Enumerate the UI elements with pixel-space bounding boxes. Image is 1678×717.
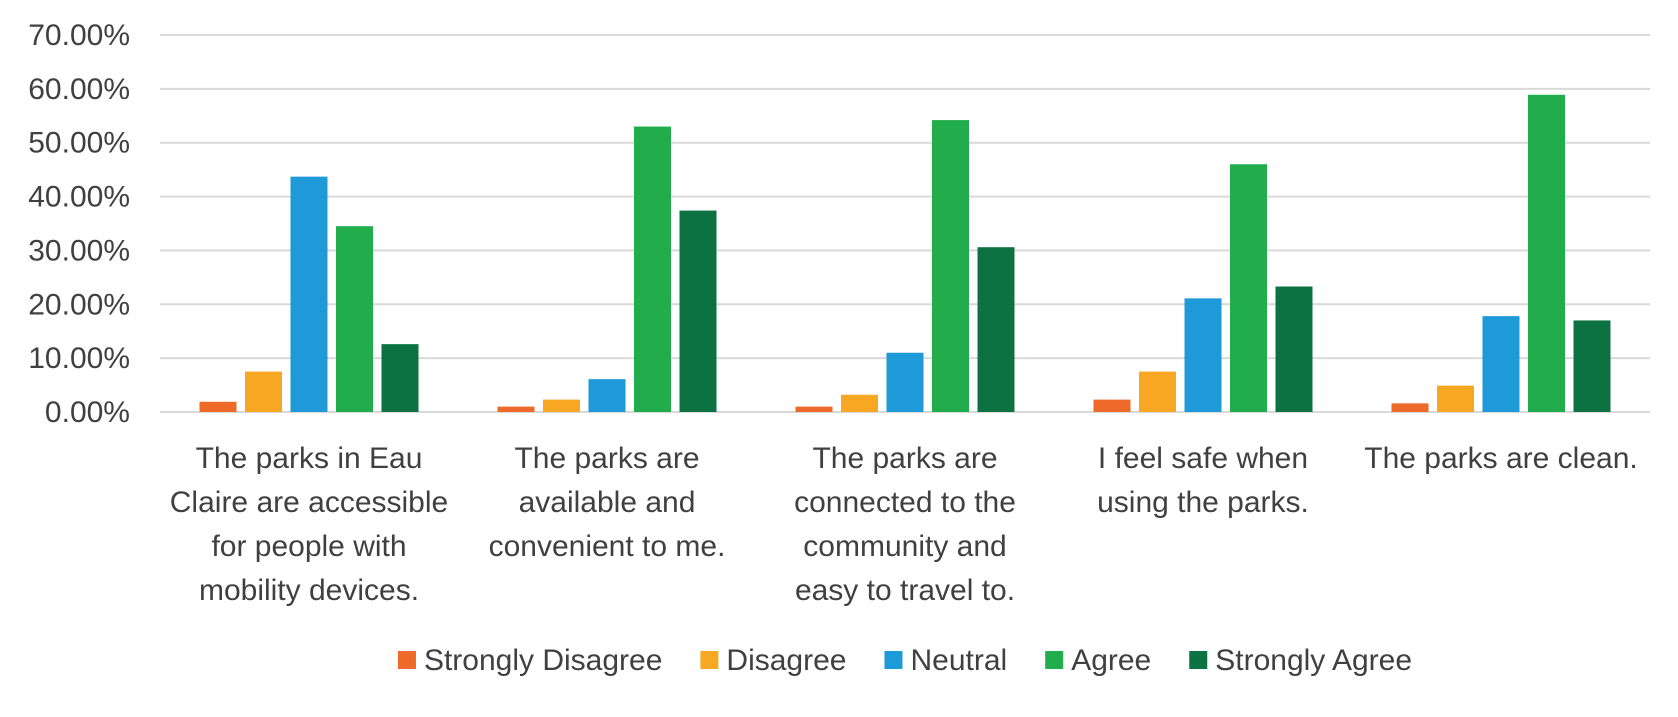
bar-agree [336,226,373,412]
y-tick-label: 40.00% [28,181,130,214]
bar-agree [634,126,671,413]
bar-strongly-agree [381,344,419,412]
bar-strongly-agree [977,247,1015,412]
bar-disagree [1139,371,1176,412]
legend-item: Agree [1045,644,1151,677]
category-label-line: easy to travel to. [795,574,1015,607]
bar-neutral [1184,298,1222,412]
bar-strongly-disagree [1391,403,1429,412]
bar-strongly-disagree [1093,399,1131,412]
bar-strongly-agree [679,210,717,412]
category-label-line: available and [519,486,696,519]
bar-agree [1230,164,1267,412]
bar-strongly-agree [1275,286,1313,412]
legend: Strongly Disagree Disagree Neutral Agree Str… [397,644,1412,677]
y-tick-label: 60.00% [28,73,130,106]
y-tick-label: 30.00% [28,234,130,267]
y-tick-label: 0.00% [45,396,130,429]
bar-strongly-disagree [199,401,237,412]
legend-label: Agree [1071,644,1151,677]
legend-item: Neutral [884,644,1007,677]
category-labels: The parks in Eau Claire are accessible for… [170,442,1638,607]
legend-item: Strongly Agree [1189,644,1412,677]
category-label-line: convenient to me. [489,530,726,563]
category-label-line: community and [803,530,1006,563]
bar-neutral [290,176,328,412]
category-label-line: for people with [211,530,406,563]
y-tick-label: 50.00% [28,127,130,160]
category-label-line: mobility devices. [199,574,419,607]
bar-strongly-disagree [497,406,535,412]
bar-strongly-disagree [795,406,833,412]
bar-disagree [543,399,580,412]
category-label-line: connected to the [794,486,1016,519]
category-label-line: using the parks. [1097,486,1309,519]
category-label-line: I feel safe when [1098,442,1308,475]
bar-neutral [588,379,626,412]
legend-item: Strongly Disagree [397,644,662,677]
category-label: The parks are connected to the community a… [794,442,1016,607]
legend-label: Strongly Disagree [424,644,662,677]
category-label-line: The parks are clean. [1364,442,1637,475]
category-label-line: The parks are [514,442,699,475]
y-tick-label: 10.00% [28,342,130,375]
legend-swatch [884,651,903,669]
category-label: The parks in Eau Claire are accessible for… [170,442,448,607]
legend-swatch [1045,651,1064,669]
category-label: The parks are available and convenient to … [489,442,726,563]
category-label: The parks are clean. [1364,442,1637,475]
legend-swatch [1189,651,1208,669]
bars [199,94,1611,413]
bar-disagree [245,371,282,412]
bar-disagree [1437,385,1474,412]
category-label-line: The parks are [812,442,997,475]
bar-neutral [1482,316,1520,412]
y-axis-tick-labels: 0.00% 10.00% 20.00% 30.00% 40.00% 50.00% 60.00… [28,19,130,429]
bar-disagree [841,394,878,412]
legend-label: Disagree [726,644,846,677]
legend-swatch [397,651,416,669]
y-tick-label: 70.00% [28,19,130,52]
bar-strongly-agree [1573,320,1611,412]
category-label-line: Claire are accessible [170,486,448,519]
bar-agree [932,120,969,412]
bar-neutral [886,352,924,412]
legend-item: Disagree [700,644,846,677]
legend-label: Strongly Agree [1215,644,1412,677]
bar-agree [1528,94,1565,412]
legend-swatch [700,651,719,669]
legend-label: Neutral [910,644,1007,677]
category-label-line: The parks in Eau [196,442,423,475]
category-label: I feel safe when using the parks. [1097,442,1309,519]
y-tick-label: 20.00% [28,288,130,321]
